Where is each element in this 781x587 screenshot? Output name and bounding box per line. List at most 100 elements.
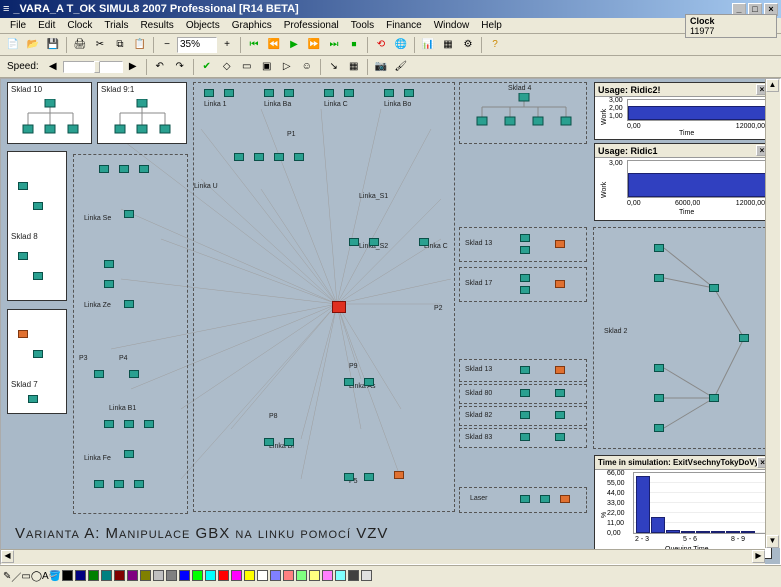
node[interactable] (344, 89, 354, 97)
node[interactable] (134, 480, 144, 488)
node[interactable] (344, 378, 354, 386)
node[interactable] (709, 284, 719, 292)
step-back-icon[interactable]: ⏪ (265, 36, 283, 54)
chart-ridic1[interactable]: Usage: Ridic1 × Work 3,00 0,00 6000,00 1… (594, 143, 772, 221)
chart-ridic2[interactable]: Usage: Ridic2! × Work 3,00 2,00 1,00 0,0… (594, 82, 772, 140)
node[interactable] (654, 244, 664, 252)
panel-sklad80[interactable]: Sklad 80 (459, 384, 587, 404)
horizontal-scrollbar[interactable]: ◀ ▶ (1, 549, 765, 564)
obj-exit-icon[interactable]: ▷ (278, 58, 296, 76)
gear-icon[interactable]: ⚙ (459, 36, 477, 54)
node[interactable] (33, 272, 43, 280)
node[interactable] (28, 395, 38, 403)
color-swatch[interactable] (75, 570, 86, 581)
node[interactable] (284, 89, 294, 97)
node[interactable] (294, 153, 304, 161)
node[interactable] (124, 450, 134, 458)
node[interactable] (520, 234, 530, 242)
node[interactable] (654, 424, 664, 432)
undo-icon[interactable]: ↶ (151, 58, 169, 76)
stop-icon[interactable]: ⏹ (345, 36, 363, 54)
obj-resource-icon[interactable]: ☺ (298, 58, 316, 76)
play-icon[interactable]: ▶ (285, 36, 303, 54)
menu-clock[interactable]: Clock (61, 20, 98, 31)
node[interactable] (654, 364, 664, 372)
zoom-in-icon[interactable]: + (218, 36, 236, 54)
menu-trials[interactable]: Trials (98, 20, 134, 31)
node[interactable] (129, 370, 139, 378)
node[interactable] (709, 394, 719, 402)
paint-icon[interactable]: 🖌 (392, 58, 410, 76)
zoom-input[interactable]: 35% (177, 37, 217, 53)
speed-faster-icon[interactable]: ▶ (124, 58, 142, 76)
menu-help[interactable]: Help (475, 20, 508, 31)
node[interactable] (654, 274, 664, 282)
menu-objects[interactable]: Objects (180, 20, 226, 31)
color-swatch[interactable] (283, 570, 294, 581)
text-icon[interactable]: A (42, 571, 49, 582)
node[interactable] (104, 260, 114, 268)
open-icon[interactable]: 📂 (24, 36, 42, 54)
check-icon[interactable]: ✔ (198, 58, 216, 76)
node[interactable] (520, 246, 530, 254)
node[interactable] (104, 420, 114, 428)
node[interactable] (344, 473, 354, 481)
rewind-icon[interactable]: ⏮ (245, 36, 263, 54)
node[interactable] (555, 240, 565, 248)
panel-sklad8[interactable]: Sklad 8 (7, 151, 67, 301)
node[interactable] (144, 420, 154, 428)
help-icon[interactable]: ? (486, 36, 504, 54)
obj-queue-icon[interactable]: ▭ (238, 58, 256, 76)
node[interactable] (520, 274, 530, 282)
obj-entry-icon[interactable]: ◇ (218, 58, 236, 76)
node[interactable] (119, 165, 129, 173)
node[interactable] (540, 495, 550, 503)
menu-file[interactable]: File (4, 20, 32, 31)
node[interactable] (404, 89, 414, 97)
menu-results[interactable]: Results (134, 20, 179, 31)
color-swatch[interactable] (192, 570, 203, 581)
node[interactable] (18, 252, 28, 260)
color-swatch[interactable] (62, 570, 73, 581)
obj-work-icon[interactable]: ▣ (258, 58, 276, 76)
node[interactable] (204, 89, 214, 97)
node[interactable] (555, 411, 565, 419)
panel-sklad82[interactable]: Sklad 82 (459, 406, 587, 426)
speed-slider[interactable] (63, 61, 123, 73)
speed-slower-icon[interactable]: ◀ (44, 58, 62, 76)
color-swatch[interactable] (231, 570, 242, 581)
menu-edit[interactable]: Edit (32, 20, 61, 31)
step-fwd-icon[interactable]: ⏩ (305, 36, 323, 54)
node[interactable] (274, 153, 284, 161)
node[interactable] (349, 238, 359, 246)
node[interactable] (654, 394, 664, 402)
panel-sklad91[interactable]: Sklad 9:1 (97, 82, 187, 144)
node[interactable] (33, 350, 43, 358)
panel-sklad7[interactable]: Sklad 7 (7, 309, 67, 414)
color-swatch[interactable] (296, 570, 307, 581)
vertical-scrollbar[interactable]: ▲ ▼ (765, 79, 780, 548)
paste-icon[interactable]: 📋 (131, 36, 149, 54)
color-swatch[interactable] (179, 570, 190, 581)
node[interactable] (394, 471, 404, 479)
globe-icon[interactable]: 🌐 (392, 36, 410, 54)
node[interactable] (324, 89, 334, 97)
menu-graphics[interactable]: Graphics (226, 20, 278, 31)
node[interactable] (18, 182, 28, 190)
node[interactable] (555, 433, 565, 441)
node[interactable] (104, 280, 114, 288)
node[interactable] (520, 411, 530, 419)
panel-sklad13b[interactable]: Sklad 13 (459, 359, 587, 382)
panel-sklad10[interactable]: Sklad 10 (7, 82, 92, 144)
end-icon[interactable]: ⏭ (325, 36, 343, 54)
color-swatch[interactable] (335, 570, 346, 581)
color-swatch[interactable] (127, 570, 138, 581)
color-swatch[interactable] (309, 570, 320, 581)
color-swatch[interactable] (348, 570, 359, 581)
node[interactable] (139, 165, 149, 173)
node[interactable] (555, 389, 565, 397)
node[interactable] (364, 473, 374, 481)
node[interactable] (124, 420, 134, 428)
chart-icon[interactable]: 📊 (419, 36, 437, 54)
menu-tools[interactable]: Tools (345, 20, 380, 31)
